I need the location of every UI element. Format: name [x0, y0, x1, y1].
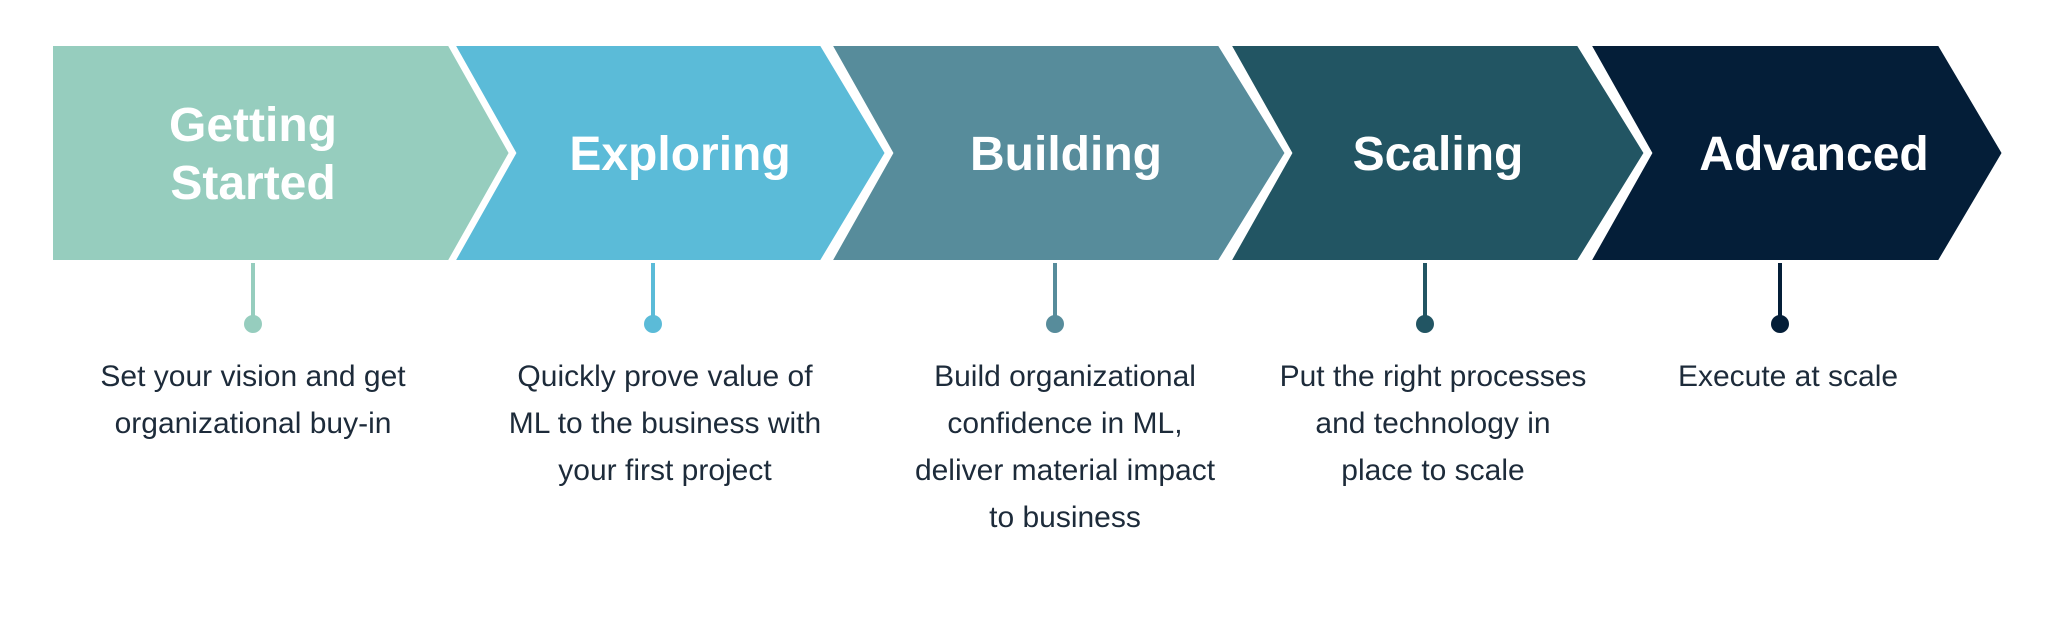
stage-arrow-exploring	[445, 40, 892, 266]
connector-dot-getting-started	[244, 315, 262, 333]
stage-description-exploring: Quickly prove value of ML to the busines…	[508, 360, 822, 487]
stage-title-scaling: Scaling	[1353, 128, 1524, 181]
stage-description-advanced: Execute at scale	[1677, 360, 1899, 393]
stage-title-building: Building	[970, 128, 1162, 181]
connector-dot-advanced	[1771, 315, 1789, 333]
stage-title-advanced: Advanced	[1699, 128, 1928, 181]
stage-title-line: Started	[170, 157, 335, 210]
stage-title-exploring: Exploring	[569, 128, 790, 181]
stage-title-line: Getting	[169, 99, 337, 152]
stage-title-line: Scaling	[1353, 128, 1524, 181]
stage-arrow-getting-started	[47, 40, 516, 266]
stage-title-getting-started: Getting Started	[169, 99, 337, 210]
stage-title-line: Building	[970, 128, 1162, 181]
stage-title-line: Exploring	[569, 128, 790, 181]
connector-dot-scaling	[1416, 315, 1434, 333]
stage-arrow-advanced	[1581, 40, 2009, 266]
connector-dot-exploring	[644, 315, 662, 333]
stage-description-getting-started: Set your vision and get organizational b…	[100, 360, 406, 440]
connector-dot-building	[1046, 315, 1064, 333]
stage-arrow-scaling	[1221, 40, 1651, 266]
stage-description-building: Build organizational confidence in ML, d…	[914, 360, 1216, 534]
stage-arrow-building	[822, 40, 1292, 266]
stage-description-scaling: Put the right processes and technology i…	[1279, 360, 1587, 487]
stage-title-line: Advanced	[1699, 128, 1928, 181]
